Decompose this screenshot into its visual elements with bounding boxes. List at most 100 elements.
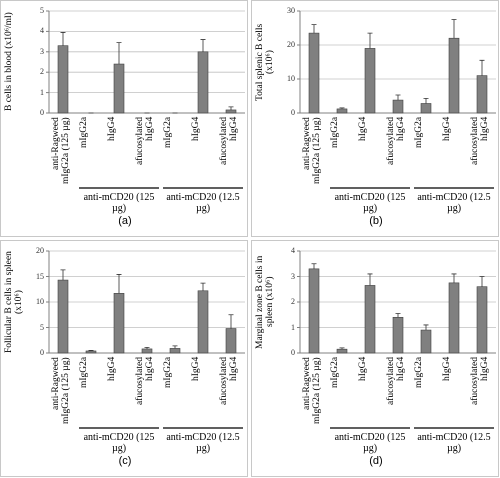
y-tick-label: 20 bbox=[287, 40, 295, 49]
bar bbox=[225, 328, 237, 354]
x-tick-label: hIgG4 bbox=[442, 357, 452, 382]
x-tick-label: hIgG4 bbox=[358, 357, 368, 382]
x-tick-label: afucosylated hIgG4 bbox=[470, 357, 490, 406]
x-tick-label: mIgG2a bbox=[414, 117, 424, 149]
chart bbox=[297, 250, 496, 429]
x-tick-label: mIgG2a bbox=[79, 357, 89, 389]
x-tick-label: afucosylated hIgG4 bbox=[386, 117, 406, 166]
x-tick-label: anti-Ragweed mIgG2a (125 µg) bbox=[51, 357, 71, 424]
error-bar bbox=[339, 107, 345, 109]
error-bar bbox=[311, 263, 317, 269]
x-tick-label: hIgG4 bbox=[191, 117, 201, 142]
x-tick-label: afucosylated hIgG4 bbox=[135, 357, 155, 406]
error-bar bbox=[395, 94, 401, 101]
error-bar bbox=[367, 273, 373, 286]
error-bar bbox=[144, 346, 150, 349]
x-tick-label: mIgG2a bbox=[163, 357, 173, 389]
y-axis-title: B cells in blood (x10⁶/ml) bbox=[4, 12, 14, 112]
x-tick-label: mIgG2a bbox=[330, 357, 340, 389]
x-tick-label: afucosylated hIgG4 bbox=[135, 117, 155, 166]
y-axis-title: Total splenic B cells (x10⁶) bbox=[255, 23, 275, 101]
y-tick-label: 4 bbox=[291, 246, 295, 255]
error-bar bbox=[200, 39, 206, 52]
bar bbox=[141, 348, 153, 354]
panel: 0 1 2 3 4 Marginal zone B cells in spleen (x1… bbox=[251, 240, 499, 477]
error-bar bbox=[228, 106, 234, 110]
bar bbox=[197, 51, 209, 114]
y-tick-label: 0 bbox=[40, 348, 44, 357]
x-tick-label: hIgG4 bbox=[191, 357, 201, 382]
y-tick-label: 2 bbox=[40, 67, 44, 77]
error-bar bbox=[451, 19, 457, 39]
bar bbox=[225, 109, 237, 114]
y-tick-label: 10 bbox=[287, 74, 295, 83]
bar bbox=[364, 285, 376, 354]
bar bbox=[336, 108, 348, 114]
y-tick-label: 3 bbox=[40, 46, 44, 56]
bar bbox=[197, 290, 209, 354]
x-tick-label: mIgG2a bbox=[163, 117, 173, 149]
error-bar bbox=[88, 350, 94, 351]
error-bar bbox=[423, 97, 429, 104]
y-tick-label: 1 bbox=[40, 87, 44, 97]
y-tick-label: 10 bbox=[36, 297, 44, 306]
panel: 0 10 20 30 Total splenic B cells (x10⁶) anti-… bbox=[251, 0, 499, 237]
y-tick-label: 1 bbox=[291, 322, 295, 332]
x-tick-label: mIgG2a bbox=[330, 117, 340, 149]
y-tick-label: 0 bbox=[291, 348, 295, 357]
group-label: anti-mCD20 (12.5 µg) bbox=[166, 432, 240, 454]
bar bbox=[308, 32, 320, 114]
y-axis-title: Follicular B cells in spleen (x10⁶) bbox=[4, 251, 24, 353]
x-tick-label: anti-Ragweed mIgG2a (125 µg) bbox=[51, 117, 71, 184]
x-tick-label: anti-Ragweed mIgG2a (125 µg) bbox=[302, 117, 322, 184]
error-bar bbox=[172, 345, 178, 349]
group-label: anti-mCD20 (12.5 µg) bbox=[417, 432, 491, 454]
error-bar bbox=[479, 276, 485, 287]
y-tick-label: 15 bbox=[36, 271, 44, 281]
y-tick-label: 4 bbox=[40, 26, 44, 36]
error-bar bbox=[228, 314, 234, 329]
panel-label: (c) bbox=[118, 455, 132, 467]
bar bbox=[476, 286, 488, 354]
error-bar bbox=[423, 324, 429, 331]
bar bbox=[448, 37, 460, 114]
error-bar bbox=[60, 269, 66, 281]
group-label: anti-mCD20 (125 µg) bbox=[334, 432, 406, 454]
error-bar bbox=[395, 313, 401, 318]
panel: 0 1 2 3 4 5 B cells in blood (x10⁶/ml) anti-Rag… bbox=[0, 0, 248, 237]
x-tick-label: hIgG4 bbox=[107, 357, 117, 382]
bar bbox=[113, 293, 125, 354]
group-label: anti-mCD20 (12.5 µg) bbox=[417, 192, 491, 214]
bar bbox=[113, 63, 125, 114]
group-label: anti-mCD20 (125 µg) bbox=[83, 192, 155, 214]
bar bbox=[169, 348, 181, 354]
y-tick-label: 0 bbox=[291, 108, 295, 117]
chart bbox=[46, 250, 245, 429]
error-bar bbox=[339, 347, 345, 350]
x-tick-label: afucosylated hIgG4 bbox=[386, 357, 406, 406]
bar bbox=[308, 268, 320, 354]
bar bbox=[476, 75, 488, 114]
chart bbox=[46, 10, 245, 189]
y-axis-title: Marginal zone B cells in spleen (x10⁶) bbox=[255, 255, 275, 349]
x-tick-label: afucosylated hIgG4 bbox=[219, 117, 239, 166]
x-tick-label: hIgG4 bbox=[442, 117, 452, 142]
error-bar bbox=[479, 59, 485, 76]
error-bar bbox=[200, 282, 206, 291]
error-bar bbox=[60, 32, 66, 46]
panel-label: (b) bbox=[369, 215, 383, 227]
x-tick-label: afucosylated hIgG4 bbox=[470, 117, 490, 166]
x-tick-label: hIgG4 bbox=[358, 117, 368, 142]
panel-label: (d) bbox=[369, 455, 383, 467]
error-bar bbox=[311, 24, 317, 34]
y-tick-label: 5 bbox=[40, 322, 44, 332]
error-bar bbox=[451, 273, 457, 283]
y-tick-label: 3 bbox=[291, 271, 295, 281]
bar bbox=[420, 329, 432, 354]
y-tick-label: 5 bbox=[40, 6, 44, 15]
y-tick-label: 0 bbox=[40, 108, 44, 117]
x-tick-label: anti-Ragweed mIgG2a (125 µg) bbox=[302, 357, 322, 424]
y-tick-label: 2 bbox=[291, 297, 295, 306]
bar bbox=[420, 103, 432, 114]
